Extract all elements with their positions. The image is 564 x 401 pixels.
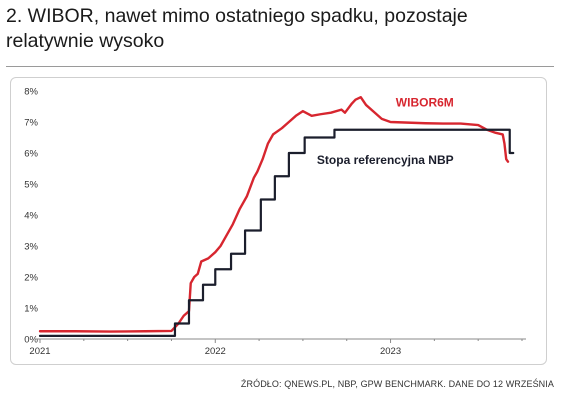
annotation-wibor6m: WIBOR6M	[396, 96, 454, 110]
x-tick-label-1: 2022	[205, 346, 226, 357]
title-divider	[6, 66, 554, 67]
x-tick-label-0: 2021	[29, 346, 50, 357]
y-tick-label-3: 3%	[24, 242, 38, 253]
y-tick-label-7: 7%	[24, 118, 38, 129]
y-axis-ticks: 0% 1% 2% 3% 4% 5% 6% 7% 8%	[24, 87, 38, 346]
x-tick-label-2: 2023	[380, 346, 401, 357]
x-axis-ticks: 2021 2022 2023	[29, 339, 523, 357]
y-tick-label-5: 5%	[24, 180, 38, 191]
chart-title: 2. WIBOR, nawet mimo ostatniego spadku, …	[6, 5, 468, 52]
y-tick-label-4: 4%	[24, 211, 38, 222]
y-tick-label-0: 0%	[24, 335, 38, 346]
line-chart: 0% 1% 2% 3% 4% 5% 6% 7% 8% 2021 2022 2023 WIBOR6M S…	[24, 87, 526, 357]
source-note: ŹRÓDŁO: QNEWS.PL, NBP, GPW BENCHMARK. DA…	[240, 379, 554, 389]
y-tick-label-8: 8%	[24, 87, 38, 98]
y-tick-label-6: 6%	[24, 149, 38, 160]
series-layer	[38, 96, 515, 337]
annotation-nbp-reference-rate: Stopa referencyjna NBP	[317, 153, 454, 167]
y-tick-label-2: 2%	[24, 273, 38, 284]
y-tick-label-1: 1%	[24, 304, 38, 315]
series-line-wibor6m	[38, 96, 510, 333]
series-labels: WIBOR6M Stopa referencyjna NBP	[317, 96, 454, 167]
series-line-nbp-reference-rate	[38, 128, 515, 337]
chart-frame	[10, 77, 547, 365]
